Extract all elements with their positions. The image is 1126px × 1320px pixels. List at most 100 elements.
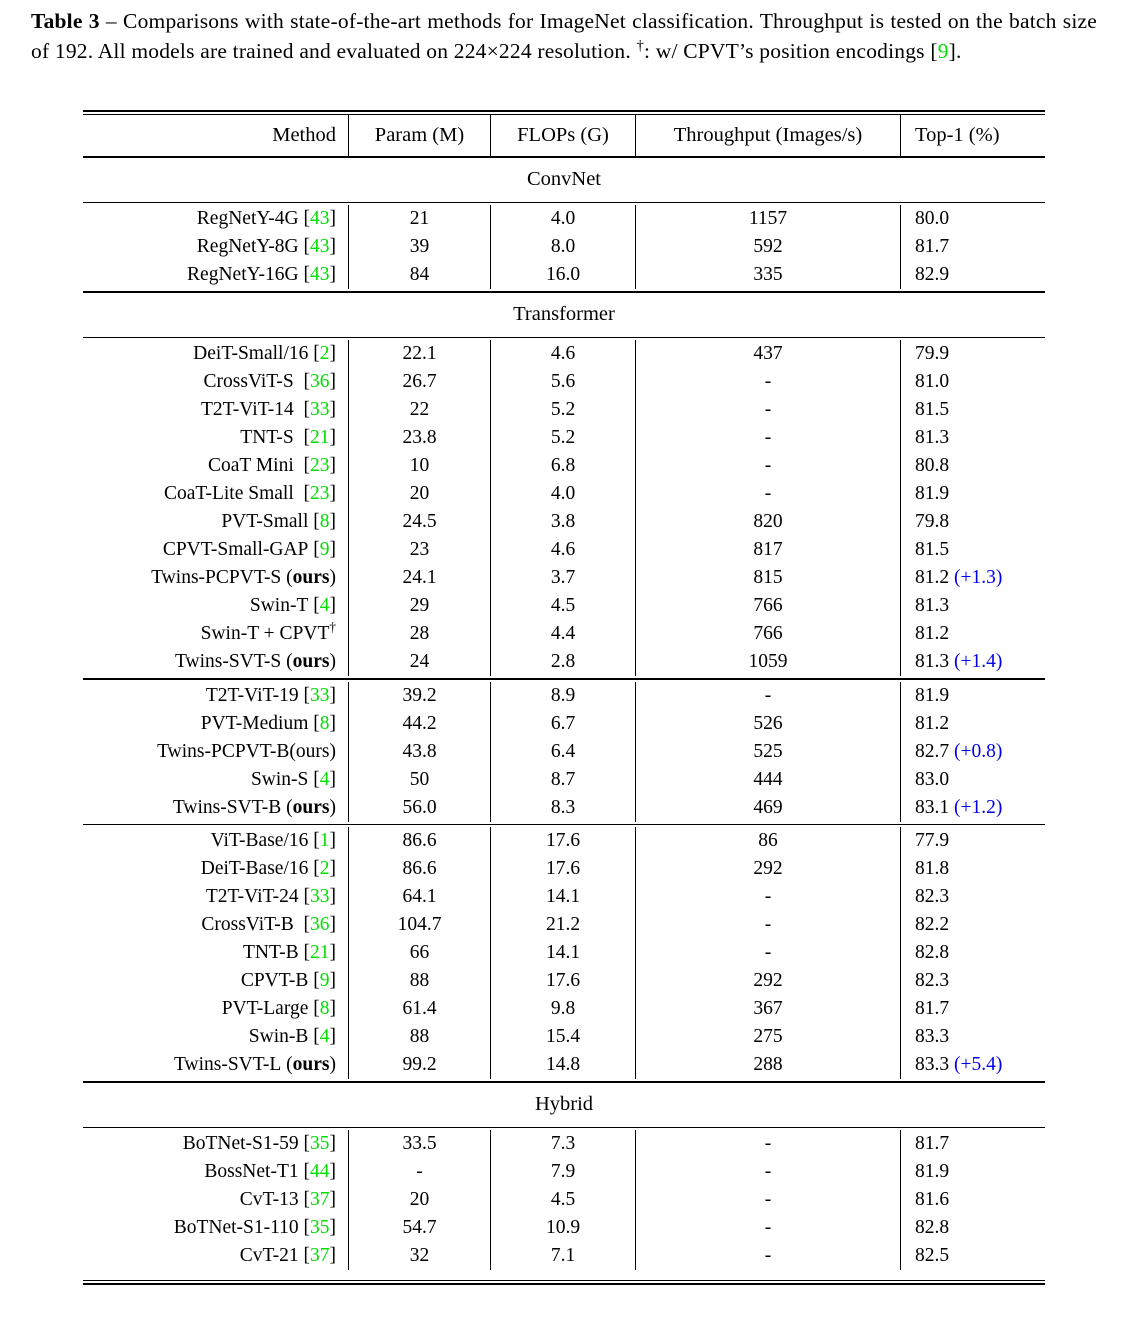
citation-link[interactable]: 4: [319, 1026, 330, 1047]
ours-label: ours: [292, 651, 330, 672]
table-row: PVT-Large [8] 61.4 9.8 367 81.7: [83, 995, 1045, 1023]
citation-link[interactable]: 8: [319, 511, 330, 532]
throughput-cell: -: [635, 1158, 900, 1186]
citation-link[interactable]: 35: [310, 1217, 330, 1238]
flops-cell-value: 7.3: [550, 1133, 576, 1154]
method-name: T2T-ViT-24 [33]: [205, 886, 336, 907]
flops-cell-value: 4.0: [550, 208, 576, 229]
throughput-cell-value: 292: [753, 970, 783, 991]
citation-link[interactable]: 9: [319, 539, 330, 560]
citation-link[interactable]: 8: [319, 712, 330, 734]
param-cell: 56.0: [348, 793, 490, 822]
throughput-cell: 469: [635, 793, 900, 822]
citation-link[interactable]: 36: [310, 371, 330, 392]
citation-link[interactable]: 37: [310, 1189, 330, 1210]
flops-cell: 14.1: [490, 939, 635, 967]
citation-link[interactable]: 2: [319, 858, 330, 879]
method-cell: CvT-21 [37]: [83, 1242, 348, 1270]
top1-cell: 83.1 (+1.2): [900, 793, 1045, 822]
citation-link[interactable]: 4: [319, 768, 330, 790]
top1-value: 80.8: [915, 455, 950, 476]
param-cell-value: 23.8: [402, 427, 437, 448]
param-cell-value: 86.6: [402, 830, 437, 851]
citation-link[interactable]: 36: [310, 914, 330, 935]
citation-link[interactable]: 33: [310, 886, 330, 907]
citation-link[interactable]: 37: [310, 1245, 330, 1266]
method-cell: BossNet-T1 [44]: [83, 1158, 348, 1186]
method-name: DeiT-Base/16 [2]: [200, 858, 336, 879]
top1-value: 79.8: [915, 511, 950, 532]
section-header-transformer: Transformer: [513, 303, 615, 325]
citation-link[interactable]: 35: [310, 1133, 330, 1154]
flops-cell-value: 17.6: [545, 970, 581, 991]
throughput-cell-value: 86: [758, 830, 778, 851]
flops-cell: 17.6: [490, 855, 635, 883]
row-block: T2T-ViT-19 [33] 39.2 8.9 - 81.9 PVT-Medium [8…: [83, 680, 1045, 824]
top1-cell: 81.2 (+1.3): [900, 564, 1045, 592]
throughput-cell: 817: [635, 536, 900, 564]
citation-link[interactable]: 9: [319, 970, 330, 991]
top1-cell: 81.3 (+1.4): [900, 648, 1045, 676]
method-name: Twins-PCPVT-B(ours): [157, 740, 336, 762]
flops-cell-value: 5.2: [550, 427, 576, 448]
param-cell-value: 39: [409, 236, 430, 257]
citation-link[interactable]: 33: [310, 399, 330, 420]
flops-cell-value: 4.0: [550, 483, 576, 504]
top1-cell: 81.3: [900, 424, 1045, 452]
method-cell: Twins-SVT-B (ours): [83, 794, 348, 822]
top1-value: 81.2: [915, 712, 950, 734]
citation-link[interactable]: 4: [319, 595, 330, 616]
citation-link[interactable]: 33: [310, 684, 330, 706]
ours-label: ours: [295, 740, 330, 762]
table-row: TNT-S [21] 23.8 5.2 - 81.3: [83, 424, 1045, 452]
citation-link[interactable]: 43: [310, 236, 330, 257]
method-name: Twins-SVT-S (ours): [175, 651, 336, 672]
param-cell-value: 28: [409, 623, 430, 644]
top1-cell: 81.7: [900, 233, 1045, 261]
flops-cell-value: 17.6: [545, 858, 581, 879]
citation-link[interactable]: 2: [319, 343, 330, 364]
param-cell-value: 86.6: [402, 858, 437, 879]
column-header-param: Param (M): [348, 115, 490, 156]
flops-cell-value: 6.4: [550, 740, 576, 762]
citation-link[interactable]: 1: [319, 830, 330, 851]
flops-cell: 5.6: [490, 368, 635, 396]
row-block: RegNetY-4G [43] 21 4.0 1157 80.0 RegNetY-8G […: [83, 203, 1045, 291]
top1-cell: 81.5: [900, 536, 1045, 564]
table-row: CrossViT-S [36] 26.7 5.6 - 81.0: [83, 368, 1045, 396]
param-cell: 20: [348, 480, 490, 508]
flops-cell: 5.2: [490, 396, 635, 424]
throughput-cell: -: [635, 939, 900, 967]
top1-value: 82.7 (+0.8): [915, 740, 1003, 762]
citation-link[interactable]: 21: [310, 427, 330, 448]
citation-link[interactable]: 8: [319, 998, 330, 1019]
method-name: PVT-Small [8]: [221, 511, 336, 532]
citation-link[interactable]: 43: [310, 208, 330, 229]
top1-value: 81.6: [915, 1189, 950, 1210]
top1-value: 81.7: [915, 998, 950, 1019]
top1-value: 82.8: [915, 1217, 950, 1238]
param-cell: 26.7: [348, 368, 490, 396]
top1-value: 83.3 (+5.4): [915, 1054, 1003, 1075]
throughput-cell-value: 766: [753, 623, 783, 644]
throughput-cell: -: [635, 1214, 900, 1242]
param-cell: 61.4: [348, 995, 490, 1023]
caption-citation-link[interactable]: 9: [937, 39, 949, 63]
citation-link[interactable]: 23: [310, 455, 330, 476]
citation-link[interactable]: 21: [310, 942, 330, 963]
dagger-symbol: †: [329, 619, 336, 635]
table-row: DeiT-Base/16 [2] 86.6 17.6 292 81.8: [83, 855, 1045, 883]
citation-link[interactable]: 44: [310, 1161, 330, 1182]
throughput-cell: 437: [635, 340, 900, 368]
citation-link[interactable]: 43: [310, 264, 330, 285]
param-cell: 20: [348, 1186, 490, 1214]
table-row: BoTNet-S1-110 [35] 54.7 10.9 - 82.8: [83, 1214, 1045, 1242]
param-cell-value: 50: [409, 768, 430, 790]
method-name: TNT-S [21]: [240, 427, 336, 448]
section-rule: [83, 291, 1045, 293]
citation-link[interactable]: 23: [310, 483, 330, 504]
top1-cell: 79.9: [900, 340, 1045, 368]
flops-cell: 8.7: [490, 765, 635, 794]
throughput-cell: 766: [635, 620, 900, 648]
param-cell: 24: [348, 648, 490, 676]
